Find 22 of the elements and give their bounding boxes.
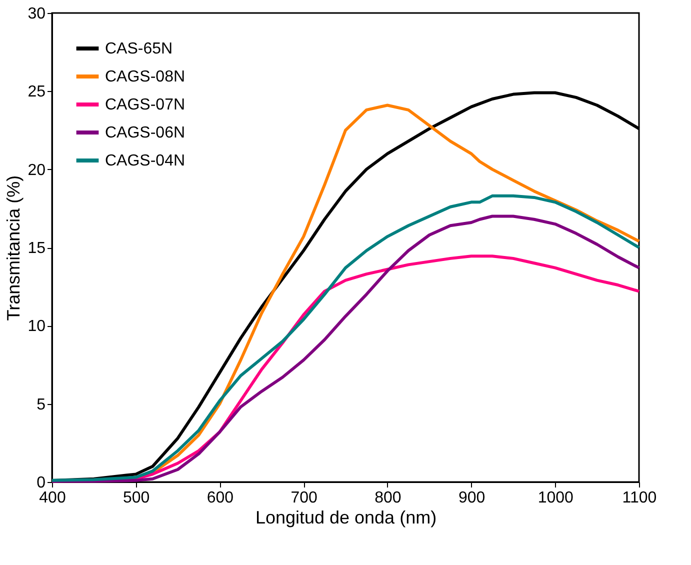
y-tick-label: 20 xyxy=(28,162,46,179)
x-axis-title: Longitud de onda (nm) xyxy=(255,508,437,528)
x-tick-label: 700 xyxy=(290,490,318,506)
y-tick-label: 5 xyxy=(36,396,46,414)
x-tick-label: 800 xyxy=(374,490,402,506)
legend-label: CAGS-08N xyxy=(105,68,186,86)
y-tick-label: 30 xyxy=(28,6,46,22)
x-tick-label: 1000 xyxy=(538,490,574,506)
legend-label: CAGS-07N xyxy=(105,96,186,114)
y-tick-label: 15 xyxy=(28,240,46,257)
legend-label: CAGS-04N xyxy=(105,152,186,170)
x-tick-label: 500 xyxy=(123,490,150,506)
x-tick-label: 900 xyxy=(458,490,486,506)
x-tick-label: 1100 xyxy=(622,490,657,506)
x-tick-label: 600 xyxy=(206,490,234,506)
x-tick-label: 400 xyxy=(39,490,66,506)
y-axis-title: Transmitancia (%) xyxy=(4,175,24,321)
legend-label: CAS-65N xyxy=(105,40,173,58)
legend-label: CAGS-06N xyxy=(105,124,186,142)
y-tick-label: 25 xyxy=(28,84,46,101)
y-tick-label: 0 xyxy=(36,474,46,492)
y-tick-label: 10 xyxy=(28,318,46,336)
